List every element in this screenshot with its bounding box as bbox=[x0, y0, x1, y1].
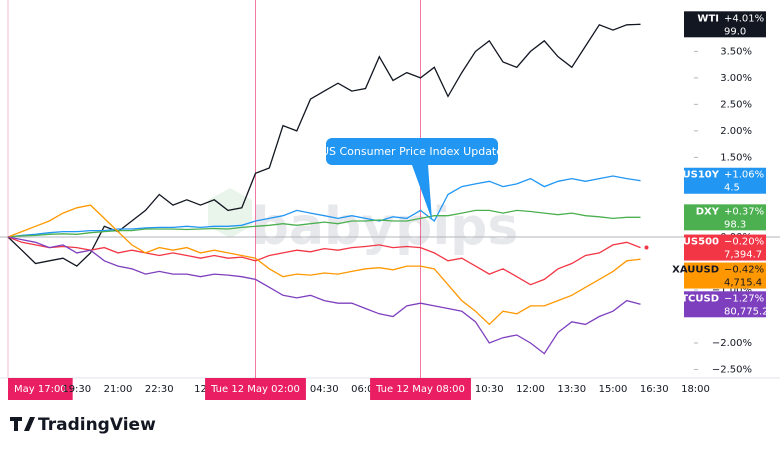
x-tick-group: 22:30 bbox=[145, 384, 174, 395]
x-tick-group: 19:30 bbox=[62, 384, 91, 395]
badge-box bbox=[684, 234, 766, 261]
series-badge: BTCUSD −1.27% 80,775.2 bbox=[674, 291, 769, 318]
badge-price: 98.3 bbox=[724, 219, 746, 230]
badge-price: 99.0 bbox=[724, 26, 746, 37]
brand-name: TradingView bbox=[38, 415, 156, 435]
badge-change: −0.42% bbox=[724, 265, 764, 276]
x-tick-group: 12 bbox=[194, 384, 207, 395]
brand: TradingView bbox=[10, 415, 156, 435]
badge-price: 4.5 bbox=[724, 183, 740, 194]
watermark: babypips bbox=[252, 197, 519, 257]
y-tick-label: 1.50% bbox=[720, 152, 752, 163]
x-tick-group: 13:30 bbox=[557, 384, 586, 395]
badge-name: US10Y bbox=[683, 170, 720, 181]
x-tick-label: 13:30 bbox=[557, 384, 586, 395]
x-tick-label: Tue 12 May 08:00 bbox=[375, 384, 465, 395]
badge-name: US500 bbox=[683, 237, 719, 248]
series-badge: US10Y +1.06% 4.5 bbox=[683, 167, 766, 194]
x-tick-label: 18:00 bbox=[681, 384, 710, 395]
x-tick-group: May 17:00 bbox=[8, 378, 73, 400]
y-tick-label: −2.50% bbox=[712, 365, 752, 376]
series-badge: US500 −0.20% 7,394.7 bbox=[683, 234, 766, 261]
series-badge: DXY +0.37% 98.3 bbox=[684, 204, 766, 231]
series-badge: XAUUSD −0.42% 4,715.4 bbox=[672, 262, 766, 289]
series-line bbox=[7, 175, 641, 238]
x-tick-label: May 17:00 bbox=[14, 384, 67, 395]
badge-name: BTCUSD bbox=[674, 293, 719, 304]
x-tick-group: Tue 12 May 02:00 bbox=[205, 378, 306, 400]
x-tick-label: 12:00 bbox=[516, 384, 545, 395]
y-tick-label: −2.00% bbox=[712, 338, 752, 349]
x-tick-label: 22:30 bbox=[145, 384, 174, 395]
x-tick-group: 10:30 bbox=[475, 384, 504, 395]
x-tick-highlight bbox=[8, 378, 73, 400]
y-tick-label: −1.00% bbox=[712, 285, 752, 296]
x-tick-group: 12:00 bbox=[516, 384, 545, 395]
badge-price: 7,394.7 bbox=[724, 250, 762, 261]
x-tick-group: 15:00 bbox=[599, 384, 628, 395]
x-tick-group: 18:00 bbox=[681, 384, 710, 395]
badge-change: −1.27% bbox=[724, 293, 764, 304]
x-tick-label: 16:30 bbox=[640, 384, 669, 395]
last-point bbox=[644, 245, 649, 250]
badge-change: +0.37% bbox=[724, 206, 764, 217]
y-tick-label: 2.50% bbox=[720, 99, 752, 110]
y-tick-label: 3.50% bbox=[720, 46, 752, 57]
x-tick-label: Tue 12 May 02:00 bbox=[210, 384, 300, 395]
x-tick-highlight bbox=[370, 378, 471, 400]
annotation-text: US Consumer Price Index Update bbox=[321, 145, 503, 158]
series-line bbox=[7, 236, 641, 355]
badge-name: DXY bbox=[696, 206, 720, 217]
series-badge: WTI +4.01% 99.0 bbox=[684, 11, 766, 38]
x-tick-label: 04:30 bbox=[310, 384, 339, 395]
badge-name: XAUUSD bbox=[672, 265, 719, 276]
y-tick-label: 3.00% bbox=[720, 73, 752, 84]
series-line bbox=[7, 209, 641, 238]
x-tick-group: 06:00 bbox=[351, 384, 380, 395]
badge-box bbox=[684, 167, 766, 194]
x-tick-label: 06:00 bbox=[351, 384, 380, 395]
x-tick-label: 15:00 bbox=[599, 384, 628, 395]
x-tick-group: 04:30 bbox=[310, 384, 339, 395]
badge-name: WTI bbox=[697, 13, 719, 24]
badge-price: 80,775.2 bbox=[724, 306, 769, 317]
x-tick-label: 10:30 bbox=[475, 384, 504, 395]
series-line bbox=[7, 236, 641, 286]
x-tick-label: 19:30 bbox=[62, 384, 91, 395]
y-tick-label: 2.00% bbox=[720, 126, 752, 137]
annotation: US Consumer Price Index Update bbox=[321, 138, 503, 220]
x-tick-highlight bbox=[205, 378, 306, 400]
badge-box bbox=[684, 291, 766, 318]
x-tick-label: 12 bbox=[194, 384, 207, 395]
badge-change: −0.20% bbox=[724, 237, 764, 248]
annotation-box bbox=[326, 138, 498, 220]
x-tick-group: 21:00 bbox=[104, 384, 133, 395]
badge-box bbox=[684, 262, 766, 289]
x-tick-group: Tue 12 May 08:00 bbox=[370, 378, 471, 400]
badge-box bbox=[684, 204, 766, 231]
badge-box bbox=[684, 11, 766, 38]
x-tick-group: 16:30 bbox=[640, 384, 669, 395]
badge-price: 4,715.4 bbox=[724, 278, 762, 289]
brand-logo bbox=[10, 417, 35, 431]
background-layer: babypips bbox=[0, 0, 780, 379]
badge-change: +1.06% bbox=[724, 170, 764, 181]
x-tick-label: 21:00 bbox=[104, 384, 133, 395]
series-line bbox=[7, 204, 641, 326]
badge-change: +4.01% bbox=[724, 13, 764, 24]
watermark-logo bbox=[208, 188, 252, 238]
